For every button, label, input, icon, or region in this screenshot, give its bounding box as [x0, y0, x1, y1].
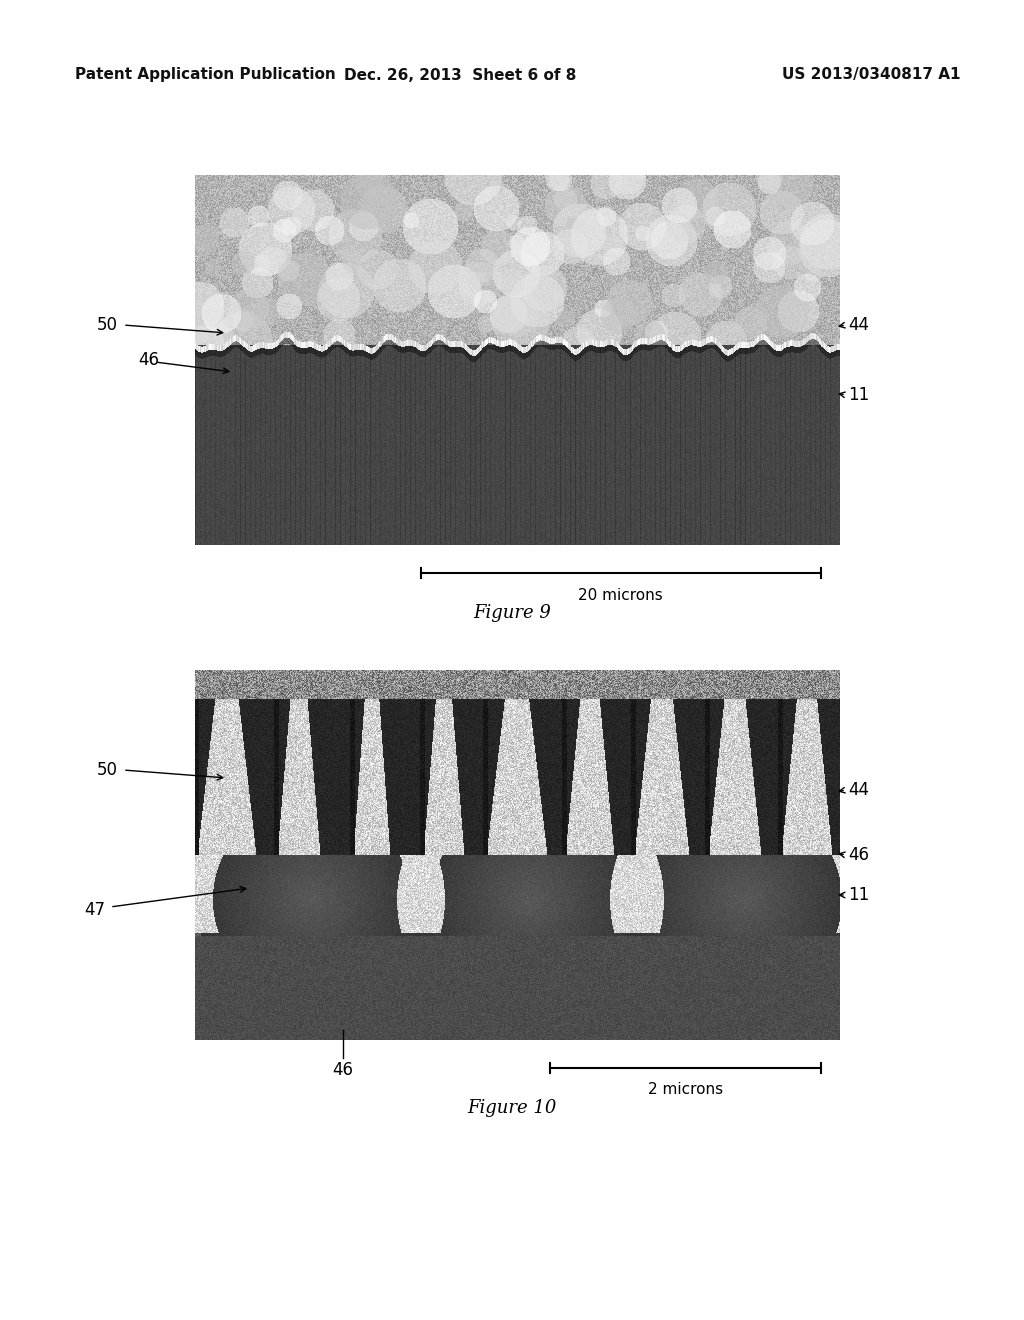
Text: 50: 50 [97, 762, 118, 779]
Text: US 2013/0340817 A1: US 2013/0340817 A1 [781, 67, 961, 82]
Text: 2 microns: 2 microns [647, 1082, 723, 1097]
Text: Figure 10: Figure 10 [467, 1100, 557, 1117]
Text: 20 microns: 20 microns [579, 587, 664, 602]
Text: 46: 46 [333, 1061, 353, 1078]
Text: Dec. 26, 2013  Sheet 6 of 8: Dec. 26, 2013 Sheet 6 of 8 [344, 67, 577, 82]
Text: 44: 44 [848, 315, 869, 334]
Text: 11: 11 [848, 886, 869, 904]
Text: Patent Application Publication: Patent Application Publication [75, 67, 336, 82]
Text: 50: 50 [97, 315, 118, 334]
Text: 46: 46 [138, 351, 159, 370]
Text: Figure 9: Figure 9 [473, 605, 551, 622]
Text: 11: 11 [848, 385, 869, 404]
Text: 44: 44 [848, 781, 869, 799]
Text: 46: 46 [848, 846, 869, 865]
Text: 47: 47 [84, 902, 105, 919]
